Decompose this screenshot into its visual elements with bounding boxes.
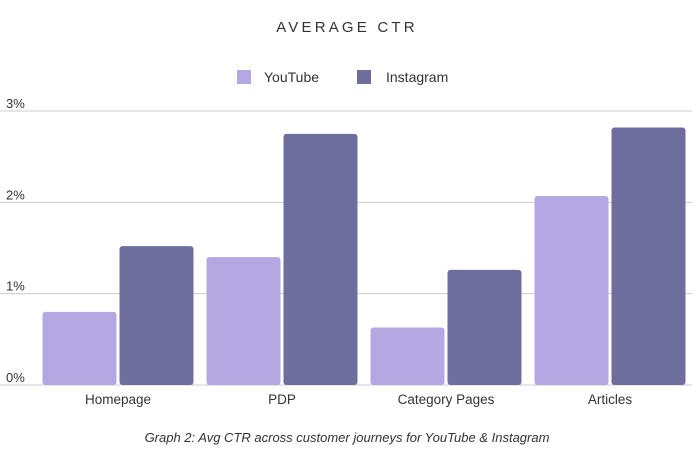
legend-swatch-youtube [237, 70, 251, 84]
y-tick-label: 2% [6, 187, 25, 202]
bars [42, 127, 686, 385]
bar-instagram-pdp [283, 133, 358, 385]
x-category-label: Homepage [85, 392, 151, 407]
chart-caption: Graph 2: Avg CTR across customer journey… [145, 430, 550, 445]
legend-swatch-instagram [357, 70, 371, 84]
bar-youtube-category-pages [370, 327, 445, 385]
bar-instagram-homepage [119, 246, 194, 385]
y-axis-tick-labels: 0% 1% 2% 3% [6, 96, 25, 385]
legend: YouTube Instagram [237, 69, 448, 85]
bar-youtube-homepage [42, 311, 117, 385]
y-tick-label: 3% [6, 96, 25, 111]
x-category-label: Category Pages [398, 392, 495, 407]
legend-label-instagram: Instagram [386, 69, 448, 85]
bar-instagram-category-pages [447, 269, 522, 385]
chart-title: AVERAGE CTR [276, 19, 418, 36]
legend-label-youtube: YouTube [264, 69, 319, 85]
y-tick-label: 1% [6, 279, 25, 294]
bar-youtube-pdp [206, 257, 281, 385]
bar-instagram-articles [611, 127, 686, 385]
y-tick-label: 0% [6, 370, 25, 385]
x-axis-category-labels: Homepage PDP Category Pages Articles [85, 392, 632, 407]
x-category-label: PDP [268, 392, 296, 407]
bar-youtube-articles [534, 195, 609, 385]
x-category-label: Articles [588, 392, 633, 407]
